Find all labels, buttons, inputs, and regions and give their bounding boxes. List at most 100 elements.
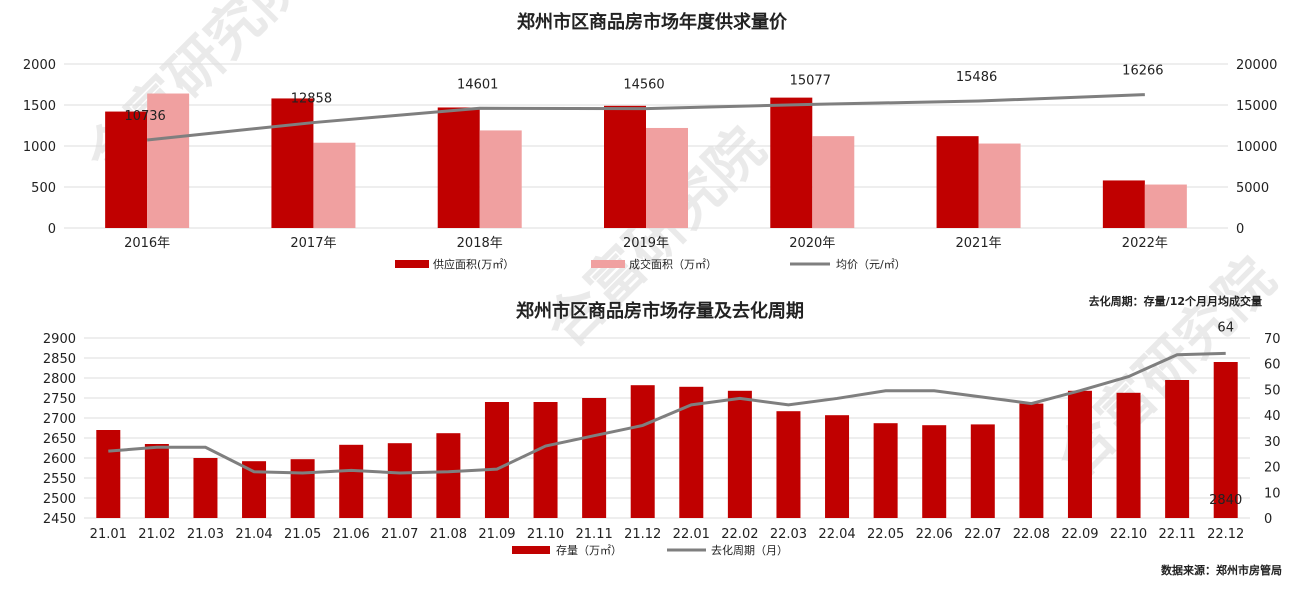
legend-label-cycle: 去化周期（月） <box>711 543 788 557</box>
x-tick-label: 21.10 <box>527 527 564 542</box>
bar-inventory <box>1116 392 1141 518</box>
x-tick-label: 2019年 <box>623 236 669 251</box>
bar-deal <box>1144 184 1187 228</box>
y-tick-label: 2550 <box>43 472 76 487</box>
bar-supply <box>437 107 480 228</box>
x-tick-label: 21.12 <box>624 527 661 542</box>
x-tick-label: 2022年 <box>1122 236 1168 251</box>
y-tick-label: 500 <box>31 181 56 196</box>
bar-inventory <box>96 430 121 518</box>
x-tick-label: 21.05 <box>284 527 321 542</box>
y-tick-label: 2750 <box>43 392 76 407</box>
bar-inventory <box>825 415 850 518</box>
chart-annual-supply-demand: 郑州市区商品房市场年度供求量价 0 500 1000 1500 2000 0 5000 10… <box>23 11 1277 271</box>
bar-inventory <box>727 390 752 518</box>
line-cycle <box>108 351 1226 475</box>
legend-label-inventory: 存量（万㎡） <box>556 543 622 557</box>
bar-inventory <box>1067 390 1092 518</box>
bar-deal <box>812 136 855 228</box>
y2-tick-label: 10 <box>1264 486 1281 501</box>
x-tick-label: 21.01 <box>90 527 127 542</box>
y2-tick-label: 60 <box>1264 358 1281 373</box>
y-tick-label: 2500 <box>43 492 76 507</box>
y-tick-label: 2700 <box>43 412 76 427</box>
line-price <box>146 93 1145 142</box>
bar-deal <box>313 142 356 228</box>
bar-deal <box>479 130 522 228</box>
y-tick-label: 1000 <box>23 140 56 155</box>
bar-supply <box>770 97 813 229</box>
x-tick-label: 22.05 <box>867 527 904 542</box>
bar-inventory <box>339 444 364 518</box>
y-tick-label: 2000 <box>23 58 56 73</box>
legend-label-supply: 供应面积(万㎡） <box>433 257 514 271</box>
chart2-note: 去化周期：存量/12个月月均成交量 <box>1089 294 1262 308</box>
cycle-data-label: 64 <box>1217 320 1234 335</box>
bar-supply <box>105 111 148 228</box>
x-tick-label: 2018年 <box>457 236 503 251</box>
bar-inventory <box>970 424 995 518</box>
price-data-label: 12858 <box>291 92 332 107</box>
bar-inventory <box>436 433 461 518</box>
legend-swatch-inventory <box>512 546 550 554</box>
chart2-title: 郑州市区商品房市场存量及去化周期 <box>516 300 804 322</box>
price-data-label: 14560 <box>623 78 664 93</box>
chart2-legend: 存量（万㎡） 去化周期（月） <box>512 543 788 557</box>
price-data-label: 15077 <box>790 73 831 88</box>
chart-inventory-cycle: 郑州市区商品房市场存量及去化周期 去化周期：存量/12个月月均成交量 2450 2… <box>43 294 1281 557</box>
y2-tick-label: 20 <box>1264 461 1281 476</box>
y-tick-label: 2900 <box>43 332 76 347</box>
y2-tick-label: 50 <box>1264 383 1281 398</box>
x-tick-label: 21.07 <box>381 527 418 542</box>
bar-inventory <box>1165 380 1190 518</box>
x-tick-label: 22.11 <box>1159 527 1196 542</box>
x-tick-label: 21.08 <box>430 527 467 542</box>
bar-deal <box>978 143 1021 228</box>
y2-tick-label: 30 <box>1264 435 1281 450</box>
x-tick-label: 22.12 <box>1207 527 1244 542</box>
y2-tick-label: 5000 <box>1236 181 1269 196</box>
x-tick-label: 21.11 <box>576 527 613 542</box>
y2-tick-label: 10000 <box>1236 140 1277 155</box>
legend-swatch-supply <box>395 260 429 268</box>
x-tick-label: 22.07 <box>964 527 1001 542</box>
x-tick-label: 21.09 <box>478 527 515 542</box>
source-note: 数据来源：郑州市房管局 <box>1161 563 1282 577</box>
x-tick-label: 2016年 <box>124 236 170 251</box>
x-tick-label: 22.04 <box>818 527 855 542</box>
y-tick-label: 2650 <box>43 432 76 447</box>
bar-inventory <box>776 411 801 518</box>
y-tick-label: 2850 <box>43 352 76 367</box>
chart1-legend: 供应面积(万㎡） 成交面积（万㎡） 均价（元/㎡） <box>395 257 906 271</box>
x-tick-label: 22.08 <box>1013 527 1050 542</box>
y-tick-label: 1500 <box>23 99 56 114</box>
bar-inventory <box>533 402 558 518</box>
bar-inventory <box>1019 403 1044 518</box>
y2-tick-label: 70 <box>1264 332 1281 347</box>
bar-supply <box>1102 180 1145 228</box>
bar-supply <box>271 98 314 228</box>
y2-tick-label: 40 <box>1264 409 1281 424</box>
legend-label-deal: 成交面积（万㎡） <box>629 257 717 271</box>
x-tick-label: 21.03 <box>187 527 224 542</box>
bar-inventory <box>1213 362 1238 518</box>
x-tick-label: 22.06 <box>916 527 953 542</box>
x-tick-label: 22.10 <box>1110 527 1147 542</box>
price-data-label: 10736 <box>124 109 165 124</box>
bar-inventory <box>630 385 655 518</box>
x-tick-label: 22.09 <box>1061 527 1098 542</box>
bar-deal <box>147 93 190 229</box>
bar-inventory <box>242 461 267 518</box>
bar-inventory <box>922 425 947 518</box>
x-tick-label: 2020年 <box>789 236 835 251</box>
x-tick-label: 22.03 <box>770 527 807 542</box>
bar-inventory <box>193 458 218 518</box>
bar-supply <box>936 136 979 228</box>
y-tick-label: 2600 <box>43 452 76 467</box>
price-data-label: 14601 <box>457 77 498 92</box>
y-tick-label: 2450 <box>43 512 76 527</box>
price-data-label: 15486 <box>956 70 997 85</box>
bar-supply <box>604 105 646 228</box>
x-tick-label: 21.04 <box>235 527 272 542</box>
